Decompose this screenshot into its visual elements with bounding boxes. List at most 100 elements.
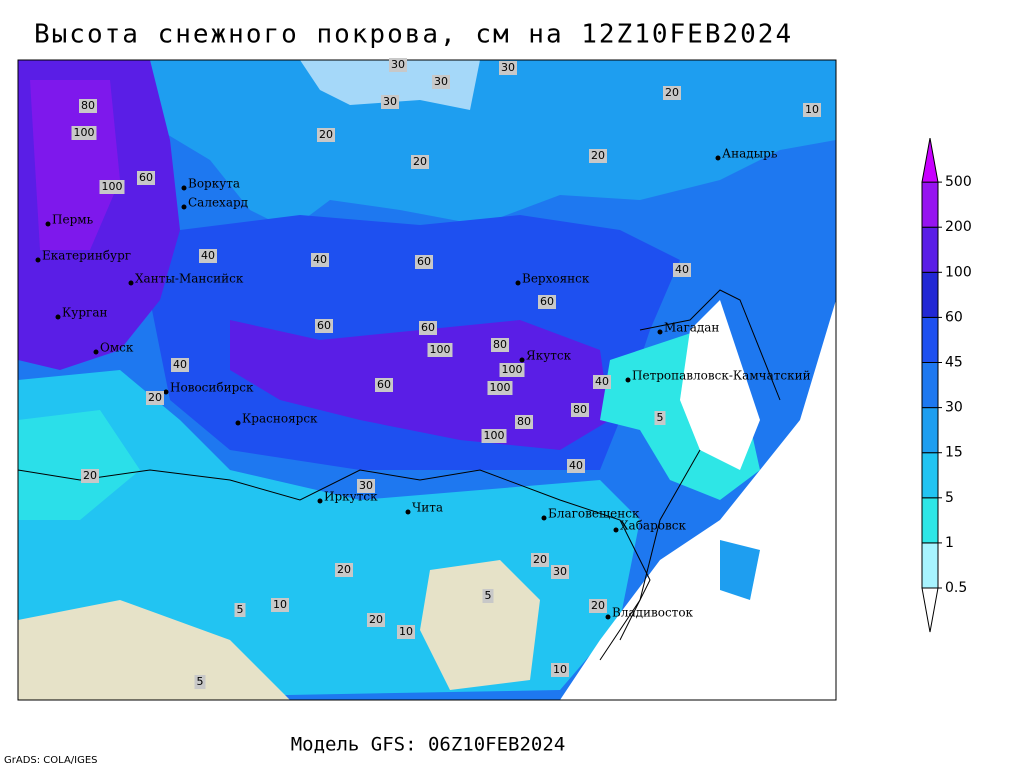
city-dot — [613, 527, 619, 533]
contour-label: 10 — [803, 103, 821, 117]
city-dot — [605, 614, 611, 620]
contour-label-text: 20 — [148, 391, 162, 404]
contour-label: 60 — [315, 319, 333, 333]
contour-label-box — [589, 599, 607, 613]
contour-label: 40 — [199, 249, 217, 263]
contour-label-text: 100 — [484, 429, 505, 442]
contour-label: 40 — [567, 459, 585, 473]
contour-label-text: 10 — [805, 103, 819, 116]
contour-label-box — [515, 415, 533, 429]
contour-label: 60 — [415, 255, 433, 269]
contour-label-text: 40 — [675, 263, 689, 276]
contour-label: 40 — [593, 375, 611, 389]
contour-label-box — [593, 375, 611, 389]
contour-label: 5 — [234, 603, 246, 617]
contour-label: 30 — [432, 75, 450, 89]
contour-label-box — [419, 321, 437, 335]
contour-label-text: 40 — [173, 358, 187, 371]
contour-label: 100 — [481, 429, 507, 443]
legend-swatch — [921, 407, 939, 454]
contour-label-box — [234, 603, 246, 617]
city-dot — [181, 204, 187, 210]
city-label: Владивосток — [612, 606, 694, 620]
contour-label-box — [663, 86, 681, 100]
contour-label-text: 20 — [83, 469, 97, 482]
legend-swatch — [921, 452, 939, 499]
city-label: Воркута — [188, 177, 240, 191]
contour-label-text: 20 — [591, 599, 605, 612]
contour-label-box — [673, 263, 691, 277]
contour-label: 80 — [79, 99, 97, 113]
city-label: Анадырь — [722, 147, 778, 161]
city-dot — [625, 377, 631, 383]
contour-label: 40 — [171, 358, 189, 372]
contour-label: 5 — [194, 675, 206, 689]
legend-label: 1 — [945, 535, 954, 551]
title: Высота снежного покрова, см на 12Z10FEB2… — [34, 20, 793, 50]
contour-label: 30 — [357, 479, 375, 493]
contour-label-box — [432, 75, 450, 89]
borders — [18, 289, 781, 661]
contour-label-box — [397, 625, 415, 639]
city-label: Новосибирск — [170, 381, 254, 395]
contour-label-box — [499, 363, 525, 377]
contour-label-box — [311, 253, 329, 267]
contour-label: 20 — [531, 553, 549, 567]
contour-label-text: 5 — [485, 589, 492, 602]
contour-label-text: 60 — [317, 319, 331, 332]
contour-label-text: 100 — [74, 126, 95, 139]
legend-label: 60 — [945, 309, 963, 325]
city-label: Благовещенск — [548, 507, 640, 521]
contour-label-text: 30 — [359, 479, 373, 492]
contour-label-text: 40 — [313, 253, 327, 266]
contour-label: 60 — [137, 171, 155, 185]
legend-label: 30 — [945, 400, 963, 416]
contour-label-box — [315, 319, 333, 333]
legend-label: 15 — [945, 445, 963, 461]
credit: GrADS: COLA/IGES — [4, 755, 98, 766]
contour-label-box — [481, 429, 507, 443]
contour-label-box — [411, 155, 429, 169]
city-dot — [93, 349, 99, 355]
contour-label-box — [589, 149, 607, 163]
city-label: Петропавловск-Камчатский — [632, 369, 811, 383]
contour-label-box — [803, 103, 821, 117]
city-label: Хабаровск — [620, 519, 686, 533]
map-frame — [17, 59, 837, 701]
contour-label: 40 — [673, 263, 691, 277]
contour-label: 60 — [375, 378, 393, 392]
contour-label-box — [194, 675, 206, 689]
contour-label-text: 20 — [319, 128, 333, 141]
contour-label-text: 40 — [569, 459, 583, 472]
contour-label-text: 100 — [490, 381, 511, 394]
legend-swatch — [921, 316, 939, 363]
contour-label: 20 — [335, 563, 353, 577]
contour-label-box — [71, 126, 97, 140]
contour-label-box — [137, 171, 155, 185]
city-label: Магадан — [664, 321, 719, 335]
city-dot — [35, 257, 41, 263]
contour-label-text: 80 — [573, 403, 587, 416]
contour-label-text: 20 — [533, 553, 547, 566]
contour-label: 40 — [311, 253, 329, 267]
legend-label: 5 — [945, 490, 954, 506]
sea-region — [560, 300, 836, 700]
sea-region — [680, 300, 760, 470]
contour-label: 20 — [411, 155, 429, 169]
legend-swatch — [921, 138, 939, 183]
contour-label-text: 80 — [517, 415, 531, 428]
contour-label: 10 — [271, 598, 289, 612]
contour-label-text: 100 — [102, 180, 123, 193]
city-dot — [45, 221, 51, 227]
contour-label-box — [487, 381, 513, 395]
contour-label-box — [357, 479, 375, 493]
contour-label-text: 80 — [81, 99, 95, 112]
contour-label-box — [499, 61, 517, 75]
contour-label-text: 30 — [553, 565, 567, 578]
contour-label-text: 80 — [493, 338, 507, 351]
contour-label-box — [482, 589, 494, 603]
contour-label: 30 — [551, 565, 569, 579]
contour-label-text: 20 — [591, 149, 605, 162]
city-label: Пермь — [52, 213, 94, 227]
